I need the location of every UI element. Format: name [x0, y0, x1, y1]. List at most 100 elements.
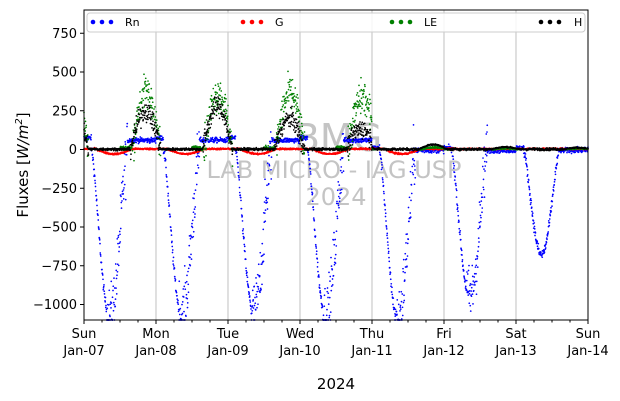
point-le	[355, 114, 357, 117]
point-rn	[187, 283, 190, 286]
point-rn	[381, 166, 384, 169]
point-rn	[187, 270, 189, 273]
point-rn	[261, 283, 263, 286]
point-rn	[340, 166, 343, 168]
point-rn	[335, 245, 338, 247]
point-rn	[482, 188, 485, 191]
point-rn	[113, 303, 116, 306]
point-le	[85, 124, 88, 127]
point-rn	[307, 151, 310, 154]
point-le	[365, 115, 368, 118]
point-rn	[163, 150, 166, 153]
point-le	[362, 92, 365, 95]
point-rn	[453, 171, 456, 174]
point-le	[297, 108, 300, 111]
point-le	[288, 86, 291, 88]
point-rn	[121, 180, 124, 183]
point-rn	[467, 294, 470, 296]
point-rn	[339, 169, 342, 172]
point-rn	[267, 197, 269, 200]
point-le	[359, 90, 361, 92]
point-rn	[342, 170, 345, 172]
point-rn	[524, 159, 527, 161]
point-rn	[255, 277, 257, 279]
point-rn	[123, 169, 126, 171]
point-rn	[89, 136, 92, 139]
point-rn	[240, 207, 243, 210]
point-rn	[196, 164, 199, 167]
point-rn	[198, 131, 200, 133]
point-rn	[453, 164, 456, 167]
point-le	[149, 97, 152, 100]
point-rn	[216, 141, 219, 144]
point-rn	[380, 168, 383, 171]
point-rn	[531, 212, 534, 215]
point-rn	[525, 164, 528, 167]
point-le	[210, 100, 213, 103]
point-rn	[113, 287, 116, 289]
point-le	[348, 127, 351, 130]
point-rn	[341, 171, 343, 174]
point-rn	[574, 151, 577, 154]
point-rn	[333, 231, 335, 234]
point-le	[289, 89, 292, 92]
point-rn	[526, 165, 528, 168]
point-le	[267, 144, 270, 147]
point-rn	[460, 249, 463, 252]
point-rn	[176, 294, 178, 297]
point-rn	[456, 204, 459, 207]
point-le	[357, 95, 360, 97]
point-rn	[410, 192, 413, 195]
point-rn	[323, 294, 326, 297]
point-rn	[386, 232, 389, 235]
point-rn	[480, 192, 483, 195]
point-rn	[102, 287, 105, 289]
point-le	[294, 112, 297, 114]
point-rn	[260, 255, 263, 258]
point-rn	[167, 192, 170, 195]
point-rn	[219, 136, 222, 139]
point-rn	[110, 307, 112, 309]
point-rn	[474, 258, 477, 261]
point-rn	[123, 187, 125, 189]
point-rn	[536, 240, 539, 243]
point-rn	[176, 298, 179, 300]
point-rn	[524, 155, 526, 157]
point-rn	[269, 142, 272, 145]
point-rn	[406, 255, 409, 257]
point-le	[368, 103, 371, 106]
point-rn	[126, 125, 128, 128]
point-rn	[170, 230, 173, 232]
point-le	[140, 102, 143, 104]
point-rn	[381, 177, 384, 179]
point-rn	[334, 257, 336, 260]
point-rn	[528, 194, 531, 196]
point-le	[136, 115, 139, 118]
point-rn	[112, 285, 115, 288]
point-rn	[381, 164, 383, 166]
point-le	[367, 101, 370, 104]
point-rn	[98, 239, 101, 241]
watermark: BMG LAB MICRO - IAG USP 2024	[206, 116, 461, 211]
point-rn	[241, 215, 244, 217]
point-le	[228, 130, 231, 133]
point-rn	[455, 196, 458, 198]
point-rn	[287, 141, 289, 143]
point-rn	[304, 139, 307, 141]
point-rn	[263, 201, 266, 203]
point-le	[367, 106, 370, 109]
point-rn	[403, 294, 405, 297]
point-rn	[452, 158, 455, 160]
point-rn	[253, 304, 256, 307]
point-rn	[150, 136, 153, 139]
point-rn	[402, 258, 405, 261]
point-rn	[268, 163, 271, 166]
point-rn	[412, 124, 415, 126]
point-rn	[310, 183, 312, 185]
point-rn	[437, 151, 440, 154]
point-le	[283, 98, 286, 101]
point-rn	[476, 266, 479, 268]
point-le	[360, 102, 363, 104]
point-rn	[186, 274, 188, 277]
point-rn	[195, 183, 198, 186]
